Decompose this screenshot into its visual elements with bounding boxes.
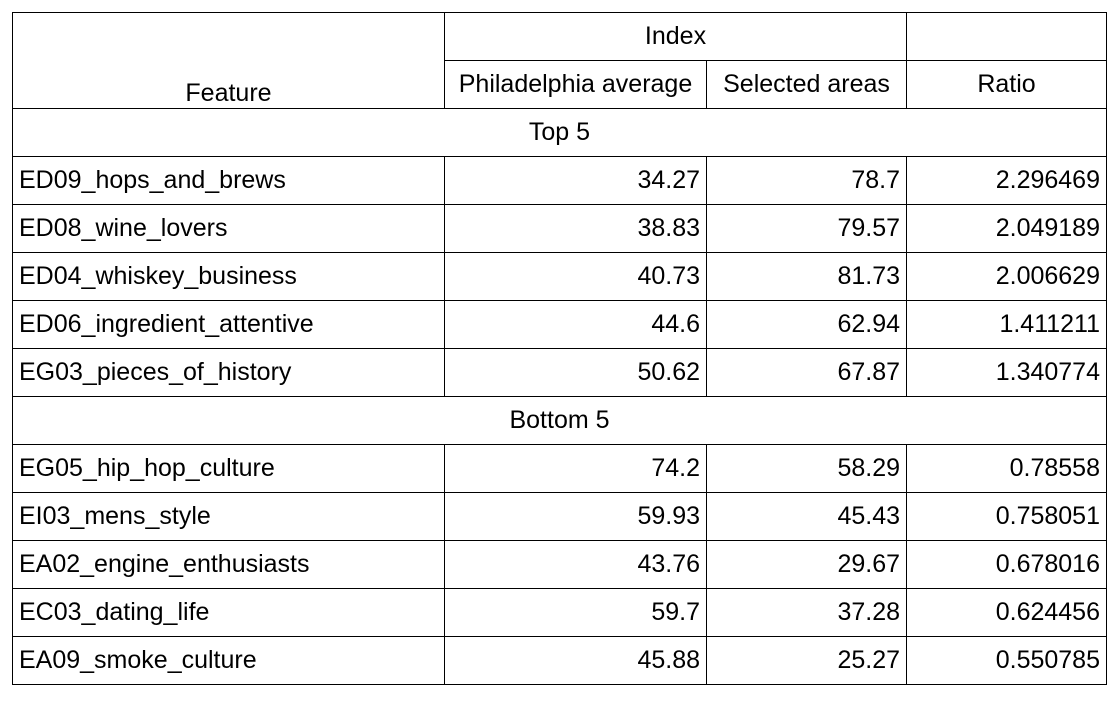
- feature-cell: EG05_hip_hop_culture: [12, 444, 445, 493]
- selected-areas-cell: 67.87: [706, 348, 907, 397]
- table-row: ED08_wine_lovers 38.83 79.57 2.049189: [12, 204, 1107, 253]
- selected-areas-cell: 45.43: [706, 492, 907, 541]
- selected-areas-cell: 29.67: [706, 540, 907, 589]
- feature-cell: EI03_mens_style: [12, 492, 445, 541]
- philadelphia-average-cell: 34.27: [444, 156, 707, 205]
- feature-cell: ED04_whiskey_business: [12, 252, 445, 301]
- ratio-cell: 2.296469: [906, 156, 1107, 205]
- header-feature: Feature: [12, 12, 445, 109]
- ratio-cell: 2.049189: [906, 204, 1107, 253]
- section-title: Top 5: [12, 108, 1107, 157]
- ratio-cell: 2.006629: [906, 252, 1107, 301]
- feature-cell: EC03_dating_life: [12, 588, 445, 637]
- header-selected-areas: Selected areas: [706, 60, 907, 109]
- philadelphia-average-cell: 59.7: [444, 588, 707, 637]
- feature-cell: ED09_hops_and_brews: [12, 156, 445, 205]
- selected-areas-cell: 79.57: [706, 204, 907, 253]
- table-row: EG05_hip_hop_culture 74.2 58.29 0.78558: [12, 444, 1107, 493]
- table-row: ED09_hops_and_brews 34.27 78.7 2.296469: [12, 156, 1107, 205]
- feature-index-table: Feature Index Philadelphia average Selec…: [12, 12, 1107, 685]
- table-row: EG03_pieces_of_history 50.62 67.87 1.340774: [12, 348, 1107, 397]
- section-row: Top 5: [12, 108, 1107, 157]
- feature-cell: EG03_pieces_of_history: [12, 348, 445, 397]
- table-row: EA09_smoke_culture 45.88 25.27 0.550785: [12, 636, 1107, 685]
- selected-areas-cell: 62.94: [706, 300, 907, 349]
- table-row: ED06_ingredient_attentive 44.6 62.94 1.4112…: [12, 300, 1107, 349]
- feature-cell: ED08_wine_lovers: [12, 204, 445, 253]
- philadelphia-average-cell: 40.73: [444, 252, 707, 301]
- header-philadelphia-average: Philadelphia average: [444, 60, 707, 109]
- philadelphia-average-cell: 50.62: [444, 348, 707, 397]
- section-row: Bottom 5: [12, 396, 1107, 445]
- header-ratio: Ratio: [906, 60, 1107, 109]
- header-empty-cell: [906, 12, 1107, 61]
- feature-cell: EA09_smoke_culture: [12, 636, 445, 685]
- ratio-cell: 0.78558: [906, 444, 1107, 493]
- philadelphia-average-cell: 38.83: [444, 204, 707, 253]
- philadelphia-average-cell: 74.2: [444, 444, 707, 493]
- philadelphia-average-cell: 44.6: [444, 300, 707, 349]
- header-row-top: Feature Index: [12, 12, 1107, 109]
- ratio-cell: 1.340774: [906, 348, 1107, 397]
- philadelphia-average-cell: 59.93: [444, 492, 707, 541]
- selected-areas-cell: 78.7: [706, 156, 907, 205]
- selected-areas-cell: 81.73: [706, 252, 907, 301]
- ratio-cell: 1.411211: [906, 300, 1107, 349]
- table-row: EI03_mens_style 59.93 45.43 0.758051: [12, 492, 1107, 541]
- philadelphia-average-cell: 43.76: [444, 540, 707, 589]
- ratio-cell: 0.678016: [906, 540, 1107, 589]
- section-title: Bottom 5: [12, 396, 1107, 445]
- feature-cell: EA02_engine_enthusiasts: [12, 540, 445, 589]
- ratio-cell: 0.550785: [906, 636, 1107, 685]
- table-row: EA02_engine_enthusiasts 43.76 29.67 0.67801…: [12, 540, 1107, 589]
- selected-areas-cell: 25.27: [706, 636, 907, 685]
- table-row: EC03_dating_life 59.7 37.28 0.624456: [12, 588, 1107, 637]
- ratio-cell: 0.758051: [906, 492, 1107, 541]
- table-row: ED04_whiskey_business 40.73 81.73 2.006629: [12, 252, 1107, 301]
- header-index: Index: [444, 12, 907, 61]
- selected-areas-cell: 58.29: [706, 444, 907, 493]
- feature-cell: ED06_ingredient_attentive: [12, 300, 445, 349]
- header-row-sub: Philadelphia average Selected areas Rati…: [13, 60, 1107, 109]
- philadelphia-average-cell: 45.88: [444, 636, 707, 685]
- ratio-cell: 0.624456: [906, 588, 1107, 637]
- selected-areas-cell: 37.28: [706, 588, 907, 637]
